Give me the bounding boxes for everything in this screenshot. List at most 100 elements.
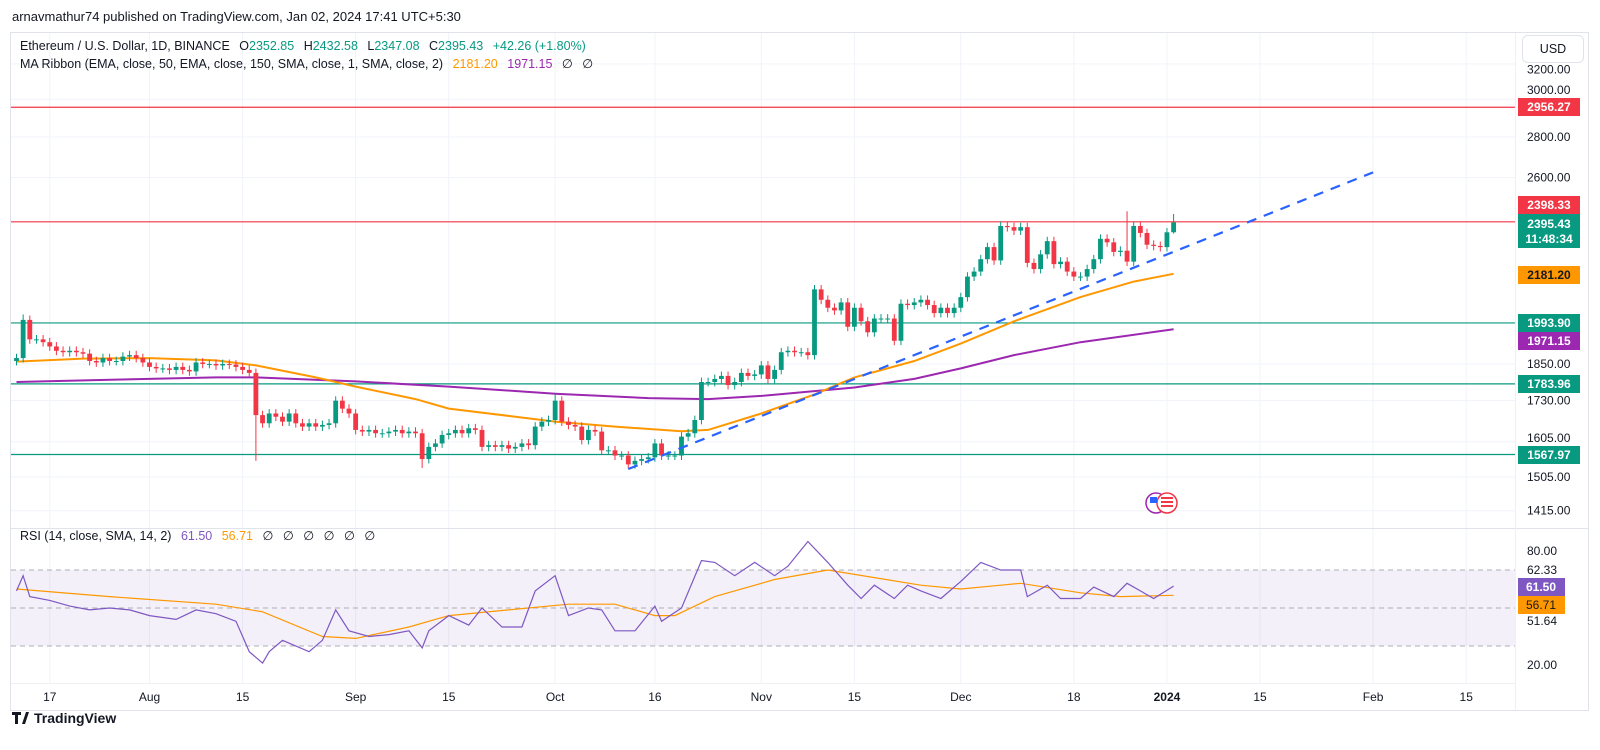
tradingview-logo[interactable]: TradingView	[12, 710, 116, 726]
candle[interactable]	[958, 292, 964, 313]
candle[interactable]	[200, 358, 206, 369]
candle[interactable]	[672, 451, 678, 460]
candle[interactable]	[612, 445, 618, 460]
candle[interactable]	[1018, 222, 1024, 236]
candle[interactable]	[1058, 257, 1063, 269]
candle[interactable]	[1078, 272, 1083, 281]
candle[interactable]	[825, 295, 831, 313]
candle[interactable]	[1084, 264, 1090, 281]
candle[interactable]	[1157, 241, 1163, 252]
candle[interactable]	[459, 425, 465, 438]
candle[interactable]	[366, 425, 372, 436]
candle[interactable]	[280, 412, 285, 427]
candle[interactable]	[978, 254, 984, 276]
candle[interactable]	[399, 425, 405, 438]
candle[interactable]	[373, 425, 378, 438]
candle[interactable]	[539, 417, 545, 431]
candle[interactable]	[745, 368, 751, 381]
us-flag-event-icon[interactable]	[1145, 492, 1178, 514]
candle[interactable]	[147, 358, 152, 372]
candle[interactable]	[266, 409, 272, 428]
candle[interactable]	[240, 362, 245, 375]
candle[interactable]	[659, 439, 664, 460]
candle[interactable]	[140, 353, 146, 367]
candle[interactable]	[911, 298, 917, 310]
candle[interactable]	[778, 347, 784, 375]
candle[interactable]	[532, 422, 538, 450]
candle[interactable]	[559, 396, 565, 427]
candle[interactable]	[406, 427, 412, 438]
price-pane[interactable]	[11, 106, 1515, 471]
candle[interactable]	[1171, 214, 1176, 234]
candle[interactable]	[1024, 222, 1030, 268]
candle[interactable]	[1064, 257, 1070, 276]
candle[interactable]	[945, 303, 950, 318]
candle[interactable]	[273, 409, 279, 422]
candle[interactable]	[107, 353, 112, 366]
candle[interactable]	[213, 359, 219, 370]
candle[interactable]	[306, 418, 312, 431]
candle[interactable]	[572, 420, 578, 431]
candle[interactable]	[260, 410, 265, 428]
candle[interactable]	[359, 425, 365, 436]
candle[interactable]	[293, 409, 299, 428]
candle[interactable]	[1118, 246, 1123, 257]
candle[interactable]	[566, 417, 571, 430]
candle[interactable]	[1131, 221, 1137, 267]
candle[interactable]	[466, 423, 472, 438]
candle[interactable]	[472, 423, 478, 435]
candle[interactable]	[14, 353, 19, 366]
candle[interactable]	[838, 298, 844, 315]
candle[interactable]	[313, 418, 319, 431]
candle[interactable]	[931, 300, 937, 318]
candle[interactable]	[971, 267, 977, 281]
candle[interactable]	[133, 350, 139, 363]
candle[interactable]	[47, 337, 53, 351]
ma-ribbon-legend[interactable]: MA Ribbon (EMA, close, 50, EMA, close, 1…	[20, 57, 593, 71]
candle[interactable]	[379, 428, 385, 438]
candle[interactable]	[492, 440, 498, 452]
candle[interactable]	[193, 358, 199, 376]
candle[interactable]	[1051, 236, 1057, 269]
candle[interactable]	[40, 334, 46, 347]
candle[interactable]	[705, 377, 711, 387]
candle[interactable]	[758, 361, 764, 379]
candle[interactable]	[506, 440, 511, 454]
candle[interactable]	[752, 370, 758, 381]
candle[interactable]	[246, 365, 252, 378]
candle[interactable]	[805, 347, 811, 360]
candle[interactable]	[586, 425, 591, 445]
candle[interactable]	[619, 451, 625, 460]
candle[interactable]	[233, 360, 239, 372]
candle[interactable]	[772, 365, 777, 384]
candle[interactable]	[1098, 234, 1103, 264]
candle[interactable]	[27, 315, 33, 344]
candle[interactable]	[80, 347, 86, 359]
candle[interactable]	[852, 303, 857, 332]
candle[interactable]	[871, 314, 877, 337]
candle[interactable]	[765, 361, 771, 384]
candle[interactable]	[818, 284, 824, 305]
candle[interactable]	[1031, 258, 1037, 274]
candle[interactable]	[832, 303, 837, 315]
candle[interactable]	[1124, 211, 1130, 267]
candle[interactable]	[639, 454, 644, 466]
candle[interactable]	[300, 418, 305, 431]
candle[interactable]	[699, 377, 704, 425]
candle[interactable]	[732, 377, 738, 390]
candle[interactable]	[100, 353, 106, 367]
candle[interactable]	[1044, 236, 1050, 259]
candle[interactable]	[220, 359, 226, 370]
candle[interactable]	[386, 427, 392, 438]
candle[interactable]	[54, 342, 59, 356]
candle[interactable]	[419, 428, 425, 468]
candle[interactable]	[253, 368, 259, 461]
candle[interactable]	[725, 371, 731, 390]
candle[interactable]	[1111, 237, 1117, 257]
candle[interactable]	[918, 295, 924, 307]
candle[interactable]	[865, 316, 871, 337]
candle[interactable]	[499, 440, 505, 452]
candle[interactable]	[453, 425, 458, 438]
candle[interactable]	[519, 439, 525, 452]
